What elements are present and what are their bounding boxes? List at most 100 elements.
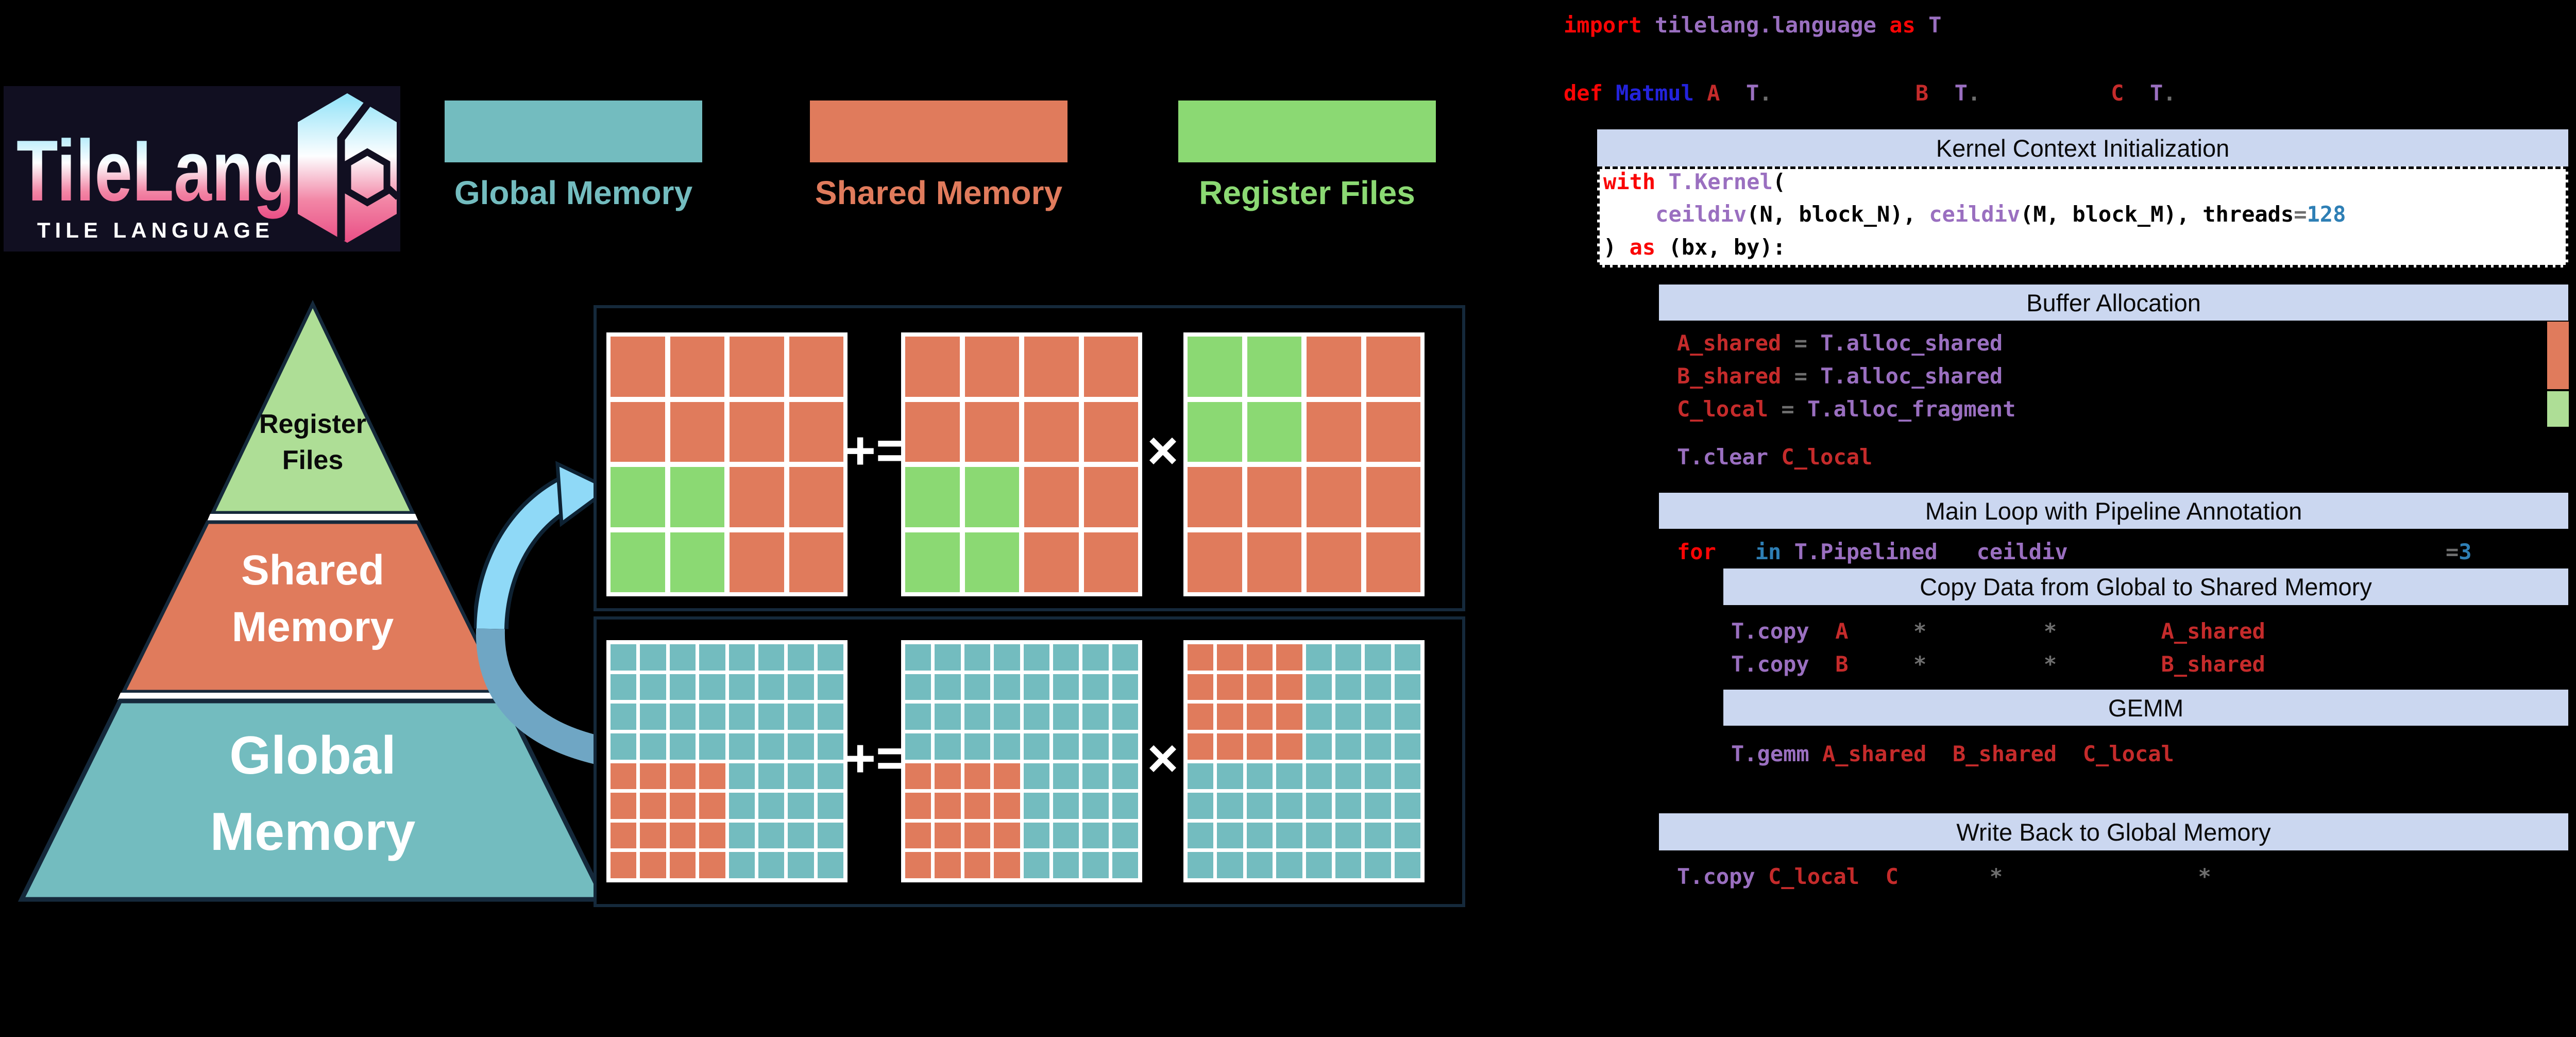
code-token: T [1954, 80, 1968, 106]
code-token: ( [1772, 169, 1786, 194]
matrix-cell [1188, 822, 1214, 849]
code-line-c-local-alloc: C_local = T.alloc_fragment [1677, 397, 2015, 421]
code-token: import [1564, 12, 1642, 38]
matrix-cell [1112, 822, 1138, 849]
code-token [1781, 363, 1794, 389]
matrix-cell [817, 704, 843, 730]
matrix-cell [1365, 644, 1391, 671]
code-token: for [1677, 539, 1716, 564]
code-token [1928, 80, 1955, 106]
matrix-cell [1082, 763, 1109, 790]
code-token: A [1835, 618, 1849, 644]
matrix-cell [728, 704, 755, 730]
code-line-t-copy-b: T.copy B * * B_shared [1731, 653, 2265, 676]
code-token [1807, 363, 1820, 389]
code-token [1755, 864, 1768, 889]
matrix-cell [1188, 763, 1214, 790]
matrix-cell [788, 644, 814, 671]
matrix-cell [994, 822, 1020, 849]
pyramid-global-memory-label: Global Memory [210, 726, 416, 862]
matrix-cell [1306, 733, 1332, 760]
code-token: (M, block_M), threads [2020, 202, 2294, 227]
pyramid-shared-memory-label: Shared Memory [231, 547, 394, 650]
code-token: 128 [2307, 202, 2346, 227]
matrix-cell [1306, 793, 1332, 819]
matrix-cell [1365, 763, 1391, 790]
matrix-cell [728, 644, 755, 671]
code-token [1916, 12, 1928, 38]
code-line-import: import tilelang.language as T [1564, 13, 1941, 37]
matrix-cell [758, 852, 785, 878]
matrix-cell [699, 644, 725, 671]
matrix-cell [1053, 674, 1079, 700]
matrix-cell [1276, 704, 1302, 730]
matrix-cell [640, 644, 666, 671]
matrix-cell [1053, 852, 1079, 878]
matrix-cell [905, 467, 960, 527]
code-token [2057, 651, 2161, 677]
matrix-cell [1082, 733, 1109, 760]
code-token [1859, 864, 1886, 889]
section-header-kernel-context: Kernel Context Initialization [1597, 129, 2568, 166]
code-token [2003, 864, 2198, 889]
shared-memory-indicator-bar [2547, 322, 2569, 389]
code-token [1926, 651, 2044, 677]
matrix-cell [611, 822, 637, 849]
matrix-cell [1217, 822, 1243, 849]
matrix-cell [1247, 467, 1301, 527]
matrix-cell [964, 852, 991, 878]
matrix-cell [1276, 733, 1302, 760]
matrix-cell [1053, 704, 1079, 730]
arrowhead-icon [555, 461, 613, 527]
matrix-cell [1276, 763, 1302, 790]
matrix-cell [1082, 852, 1109, 878]
matrix-cell [905, 852, 931, 878]
matrix-cell [817, 763, 843, 790]
matrix-cell [1023, 763, 1049, 790]
memory-hierarchy-pyramid [18, 299, 608, 902]
code-token [1980, 80, 2111, 106]
matrix-cell [669, 704, 696, 730]
code-token: = [1781, 396, 1794, 422]
matrix-cell [611, 467, 665, 527]
code-token: * [2043, 651, 2057, 677]
matrix-cell [728, 733, 755, 760]
matrix-b-register-grid [1183, 332, 1425, 596]
code-token: B [1915, 80, 1929, 106]
matrix-a-register-grid [901, 332, 1142, 596]
code-token: ceildiv [1655, 202, 1747, 227]
matrix-cell [935, 852, 961, 878]
matrix-cell [789, 467, 843, 527]
matrix-cell [758, 644, 785, 671]
matrix-cell [1082, 822, 1109, 849]
matrix-cell [1335, 704, 1362, 730]
matrix-cell [669, 852, 696, 878]
matrix-cell [994, 793, 1020, 819]
code-token: . [1759, 80, 1772, 106]
code-token: = [1794, 363, 1807, 389]
matrix-cell [1024, 402, 1079, 462]
matrix-cell [1366, 337, 1420, 397]
code-token: C_local [1677, 396, 1769, 422]
matrix-cell [1246, 822, 1273, 849]
matrix-cell [669, 822, 696, 849]
matrix-cell [669, 674, 696, 700]
matrix-cell [964, 644, 991, 671]
matrix-cell [1188, 674, 1214, 700]
matrix-cell [611, 337, 665, 397]
matrix-cell [788, 674, 814, 700]
matrix-cell [994, 852, 1020, 878]
code-token: C_local [1768, 864, 1860, 889]
matrix-c-global-grid [606, 640, 848, 882]
section-header-write-back: Write Back to Global Memory [1659, 813, 2568, 850]
matrix-cell [1217, 793, 1243, 819]
matrix-cell [905, 763, 931, 790]
matrix-cell [905, 532, 960, 592]
matrix-cell [1246, 733, 1273, 760]
code-token [1781, 330, 1794, 356]
matrix-cell [994, 704, 1020, 730]
code-token: T.alloc_shared [1820, 363, 2003, 389]
code-token [1899, 864, 1990, 889]
code-token: * [1913, 651, 1927, 677]
legend-item-global-memory: Global Memory [445, 101, 702, 212]
